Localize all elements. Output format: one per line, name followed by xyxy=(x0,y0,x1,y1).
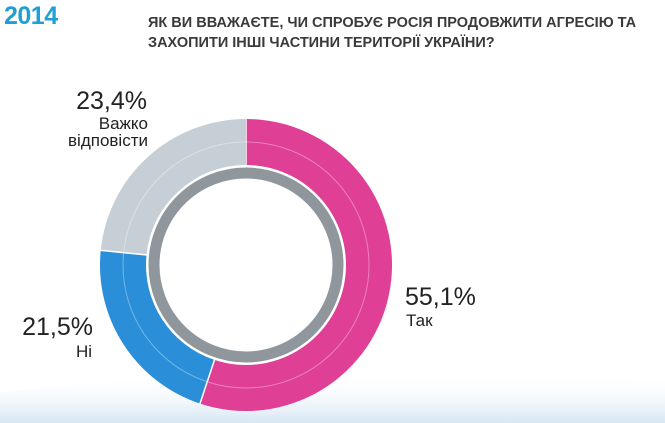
band-highlight xyxy=(122,141,370,389)
slice-separator xyxy=(198,357,216,405)
category-label-hard-line2: відповісти xyxy=(68,131,148,150)
year-label: 2014 xyxy=(4,2,58,30)
slice-separator xyxy=(99,249,149,256)
slice-label-hard: 23,4% Важко відповісти xyxy=(68,87,148,150)
category-label-hard-line1: Важко xyxy=(99,114,148,133)
donut-slices xyxy=(99,118,393,411)
chart-title: ЯК ВИ ВВАЖАЄТЕ, ЧИ СПРОБУЄ РОСІЯ ПРОДОВЖ… xyxy=(148,15,637,51)
category-label-yes: Так xyxy=(406,311,433,330)
slice-label-no: 21,5% Ні xyxy=(22,313,93,361)
slice-hard xyxy=(100,119,246,255)
slice-label-yes: 55,1% Так xyxy=(405,283,476,330)
inner-ring xyxy=(148,167,344,363)
value-label-no: 21,5% xyxy=(22,313,93,341)
slice-yes xyxy=(200,119,393,411)
category-label-no: Ні xyxy=(76,342,92,361)
value-label-hard: 23,4% xyxy=(76,87,147,115)
slice-no xyxy=(100,250,215,404)
value-label-yes: 55,1% xyxy=(405,283,476,311)
